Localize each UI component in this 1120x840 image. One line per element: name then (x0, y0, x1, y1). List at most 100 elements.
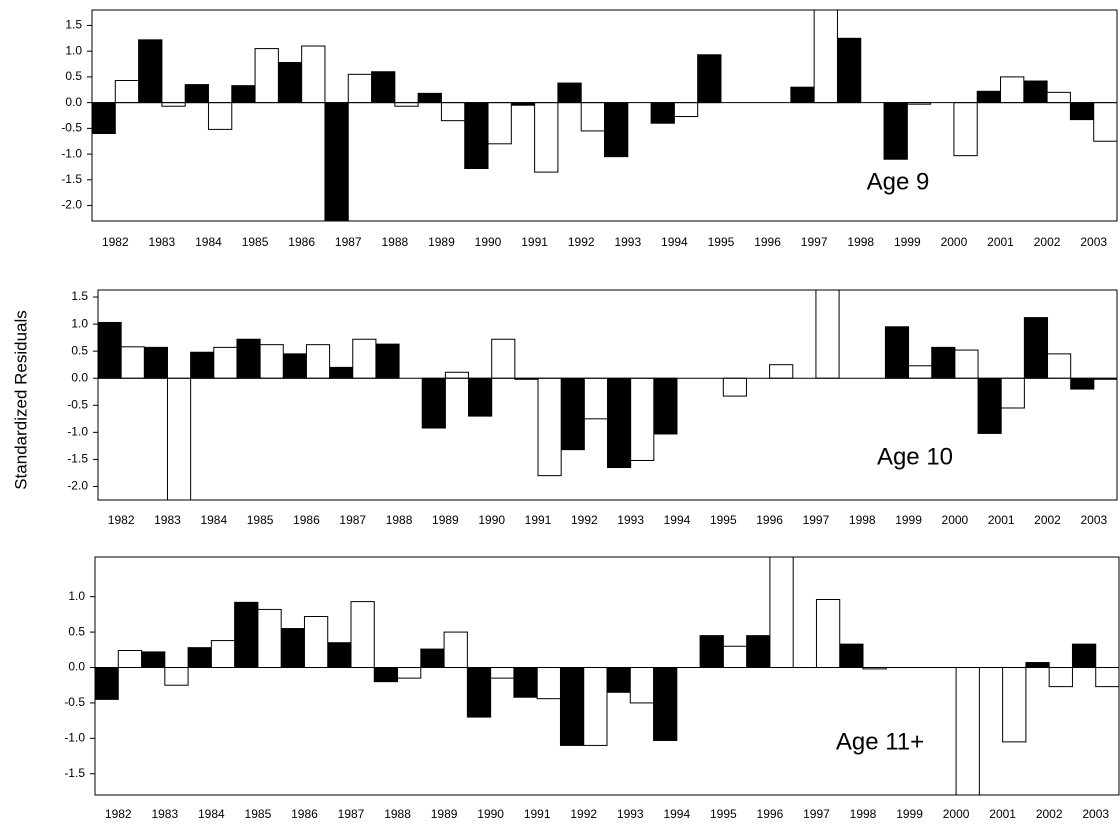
bar (305, 344, 331, 379)
x-tick-label: 2002 (1034, 235, 1061, 249)
x-tick-label: 1982 (102, 235, 129, 249)
x-tick-label: 1999 (896, 807, 923, 821)
x-tick-label: 1991 (524, 807, 551, 821)
x-tick-label: 1988 (384, 807, 411, 821)
bar (301, 45, 326, 104)
y-tick-label: 0.0 (65, 95, 82, 109)
bar (421, 377, 446, 429)
bar (394, 102, 419, 107)
bar (583, 667, 608, 746)
y-tick-label: -2.0 (67, 479, 88, 493)
bars (92, 10, 1117, 221)
bar (976, 90, 1002, 104)
bar (653, 377, 678, 435)
bar (327, 642, 352, 668)
bar (815, 290, 840, 379)
bar (908, 365, 933, 379)
y-tick-label: -1.5 (61, 172, 82, 186)
x-tick-label: 1993 (614, 235, 641, 249)
x-tick-label: 1993 (617, 807, 644, 821)
bar (213, 346, 238, 379)
bar (813, 10, 838, 104)
bar (420, 648, 445, 668)
y-tick-label: 1.0 (65, 43, 82, 57)
bars (98, 290, 1117, 500)
bar (166, 377, 192, 500)
x-tick-label: 1985 (242, 235, 269, 249)
bar (277, 61, 303, 104)
y-tick-label: 1.5 (65, 18, 82, 32)
y-tick-label: 1.5 (71, 289, 88, 303)
y-tick-label: -0.5 (61, 121, 82, 135)
x-tick-label: 1984 (200, 513, 227, 527)
bar (1023, 317, 1049, 379)
bar (537, 377, 562, 477)
bar (303, 616, 329, 668)
y-tick-label: -1.5 (67, 452, 88, 466)
bar (1047, 353, 1072, 379)
bar (259, 344, 284, 379)
bar (606, 667, 631, 693)
bar (466, 667, 492, 718)
bar (352, 338, 377, 379)
bar (722, 377, 747, 397)
x-tick-label: 2000 (941, 235, 968, 249)
bar (769, 557, 794, 668)
bar (815, 599, 841, 668)
bar (673, 102, 699, 118)
x-tick-label: 1995 (710, 513, 737, 527)
x-tick-label: 1984 (198, 807, 225, 821)
bar (373, 667, 399, 683)
bar (1000, 377, 1025, 409)
y-tick-label: 1.0 (68, 589, 85, 603)
x-tick-label: 1998 (849, 513, 876, 527)
bar (143, 346, 168, 379)
bar (444, 371, 470, 379)
bar (1025, 662, 1050, 669)
x-tick-label: 1982 (108, 513, 135, 527)
x-tick-label: 1987 (338, 807, 365, 821)
x-tick-label: 1992 (571, 513, 598, 527)
x-tick-label: 1990 (478, 513, 505, 527)
bar (161, 102, 186, 107)
bar (443, 631, 468, 668)
x-tick-label: 1994 (661, 235, 688, 249)
bar (931, 346, 956, 379)
bar (236, 338, 261, 379)
x-tick-label: 1988 (381, 235, 408, 249)
x-tick-label: 1989 (428, 235, 455, 249)
bar (141, 651, 166, 669)
bar (114, 80, 140, 104)
x-tick-label: 2001 (988, 513, 1015, 527)
x-tick-label: 2001 (987, 235, 1014, 249)
bar (883, 102, 908, 160)
x-tick-label: 1995 (710, 807, 737, 821)
bar (1070, 377, 1095, 390)
x-tick-label: 1983 (151, 807, 178, 821)
y-tick-label: -1.0 (67, 425, 88, 439)
x-tick-label: 1982 (105, 807, 132, 821)
bar (187, 647, 212, 669)
y-tick-label: 0.0 (71, 370, 88, 384)
bar (790, 86, 815, 104)
bar (653, 667, 678, 741)
bar (1046, 91, 1071, 104)
bar (397, 667, 422, 679)
bar (231, 85, 256, 104)
bar (138, 39, 163, 104)
bar (953, 102, 978, 157)
annotation: Age 10 (877, 443, 953, 470)
y-tick-label: -2.0 (61, 198, 82, 212)
x-tick-label: 1999 (894, 235, 921, 249)
plot-frame (94, 556, 1120, 796)
y-axis-title: Standardized Residuals (11, 310, 30, 490)
plot-frame (97, 289, 1118, 501)
bar (977, 377, 1002, 434)
bar (839, 643, 864, 668)
bar (583, 377, 608, 420)
bar (350, 601, 375, 668)
bar (324, 102, 349, 221)
bar (650, 102, 675, 124)
x-tick-label: 2003 (1082, 807, 1109, 821)
